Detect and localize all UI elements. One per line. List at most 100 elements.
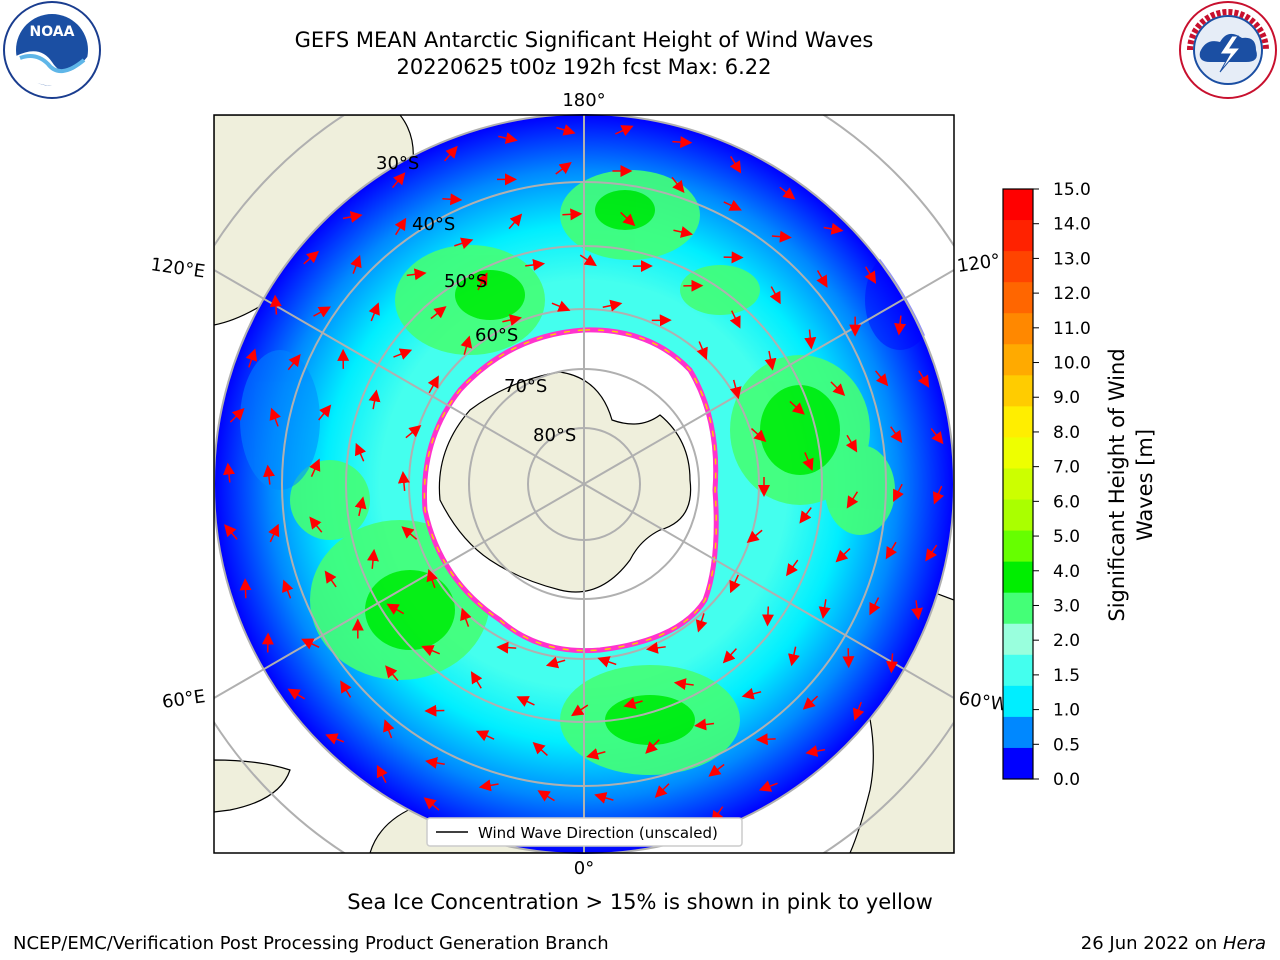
wave-direction-arrow (893, 483, 904, 503)
wave-direction-arrow (645, 739, 660, 754)
lon-label-0: 0° (574, 858, 594, 879)
wave-direction-arrow (645, 641, 666, 654)
wave-direction-arrow (394, 217, 407, 236)
colorbar-segment (1003, 375, 1033, 407)
wave-direction-arrow (729, 379, 742, 400)
noaa-logo-text: NOAA (30, 24, 75, 40)
colorbar-segment (1003, 313, 1033, 345)
wave-direction-arrow (442, 193, 463, 206)
wave-direction-arrow (301, 638, 320, 650)
colorbar-tick-label: 8.0 (1053, 423, 1080, 443)
wave-direction-arrow (751, 428, 767, 443)
lon-label-60e: 60°E (161, 686, 207, 713)
colorbar-segment (1003, 747, 1033, 780)
colorbar-segment (1003, 623, 1033, 656)
sea-ice-note: Sea Ice Concentration > 15% is shown in … (347, 890, 933, 914)
colorbar-tick-label: 0.0 (1053, 770, 1080, 790)
colorbar-segment (1003, 406, 1033, 438)
wave-direction-arrow (818, 599, 831, 619)
wave-direction-arrow (755, 733, 776, 746)
wave-direction-arrow (245, 348, 258, 368)
lat-label-30s: 30°S (376, 153, 419, 174)
map-frame (213, 114, 955, 854)
colorbar-frame (1002, 188, 1034, 780)
wave-direction-arrow (886, 653, 898, 674)
wave-direction-arrow (729, 574, 741, 594)
wave-direction-arrow (303, 250, 320, 265)
wave-direction-arrow (508, 213, 523, 230)
wave-direction-arrow (823, 222, 844, 235)
lon-label-120e: 120°E (149, 254, 206, 282)
colorbar-segment (1003, 437, 1033, 469)
wave-direction-arrow (758, 780, 778, 792)
wave-direction-arrow (532, 742, 548, 757)
wave-direction-arrow (911, 600, 923, 621)
wave-direction-arrow (426, 569, 438, 589)
wave-direction-arrow (654, 783, 670, 798)
colorbar-segment (1003, 189, 1033, 221)
wave-direction-arrow (885, 541, 898, 560)
colorbar-tick-label: 0.5 (1053, 735, 1080, 755)
wave-direction-arrow (545, 656, 566, 669)
wave-direction-arrow (460, 335, 473, 355)
wave-direction-arrow (845, 434, 858, 453)
wave-direction-arrow (729, 156, 742, 174)
wave-direction-arrow (537, 790, 555, 802)
wave-direction-arrow (224, 524, 238, 540)
wave-direction-arrow (816, 270, 828, 288)
colorbar-tick-label: 2.0 (1053, 631, 1080, 651)
lon-label-120w: 120° (956, 250, 1002, 277)
wave-direction-arrow (673, 226, 694, 238)
wave-direction-arrow (354, 496, 367, 517)
wave-direction-arrow (354, 442, 367, 462)
wave-direction-arrow (802, 695, 819, 710)
wave-direction-arrow (269, 407, 281, 427)
lat-label-70s: 70°S (504, 376, 547, 397)
footer-date: 26 Jun 2022 on Hera (1081, 933, 1266, 954)
wave-direction-arrow (229, 408, 245, 423)
wave-direction-arrow (799, 507, 812, 524)
wave-direction-arrow (309, 458, 321, 478)
wave-direction-arrow (405, 425, 422, 439)
wave-direction-arrow (696, 341, 708, 360)
lon-label-180: 180° (562, 90, 605, 111)
wave-direction-arrow (401, 526, 418, 540)
wave-direction-arrow (556, 124, 576, 136)
wave-direction-arrow (391, 172, 406, 189)
wave-direction-arrow (470, 671, 483, 689)
wave-direction-arrow (708, 763, 725, 777)
wave-direction-arrow (525, 258, 546, 271)
wave-direction-arrow (779, 186, 796, 200)
colorbar-segment (1003, 499, 1033, 532)
wave-direction-arrow (223, 462, 235, 483)
wave-direction-arrow (340, 680, 352, 698)
wave-direction-arrow (287, 688, 306, 700)
wave-direction-arrow (789, 400, 805, 415)
colorbar-segment (1003, 251, 1033, 283)
wave-direction-arrow (890, 426, 903, 444)
wave-direction-arrow (571, 704, 589, 717)
lat-label-60s: 60°S (475, 325, 518, 346)
wave-direction-arrow (551, 300, 571, 312)
wave-direction-arrow (430, 306, 447, 320)
colorbar-tick-label: 5.0 (1053, 527, 1080, 547)
wave-direction-arrow (711, 806, 724, 824)
wave-direction-arrow (771, 230, 792, 243)
wave-direction-arrow (835, 548, 851, 563)
colorbar-label-line1: Significant Height of Wind (1105, 348, 1129, 621)
colorbar-tick-label: 3.0 (1053, 596, 1080, 616)
colorbar-segment (1003, 220, 1033, 252)
colorbar-tick-label: 13.0 (1053, 249, 1091, 269)
wave-direction-arrow (620, 211, 636, 227)
colorbar-tick-label: 12.0 (1053, 284, 1091, 304)
footer-host: Hera (1222, 933, 1266, 954)
colorbar-tick-label: 11.0 (1053, 319, 1091, 339)
wave-direction-arrow (476, 272, 488, 291)
wave-direction-arrow (325, 733, 345, 745)
colorbar-segment (1003, 530, 1033, 563)
wave-direction-arrow (579, 254, 597, 267)
wave-direction-arrow (367, 548, 379, 569)
wave-direction-arrow (444, 145, 458, 162)
wave-direction-arrow (602, 299, 623, 312)
